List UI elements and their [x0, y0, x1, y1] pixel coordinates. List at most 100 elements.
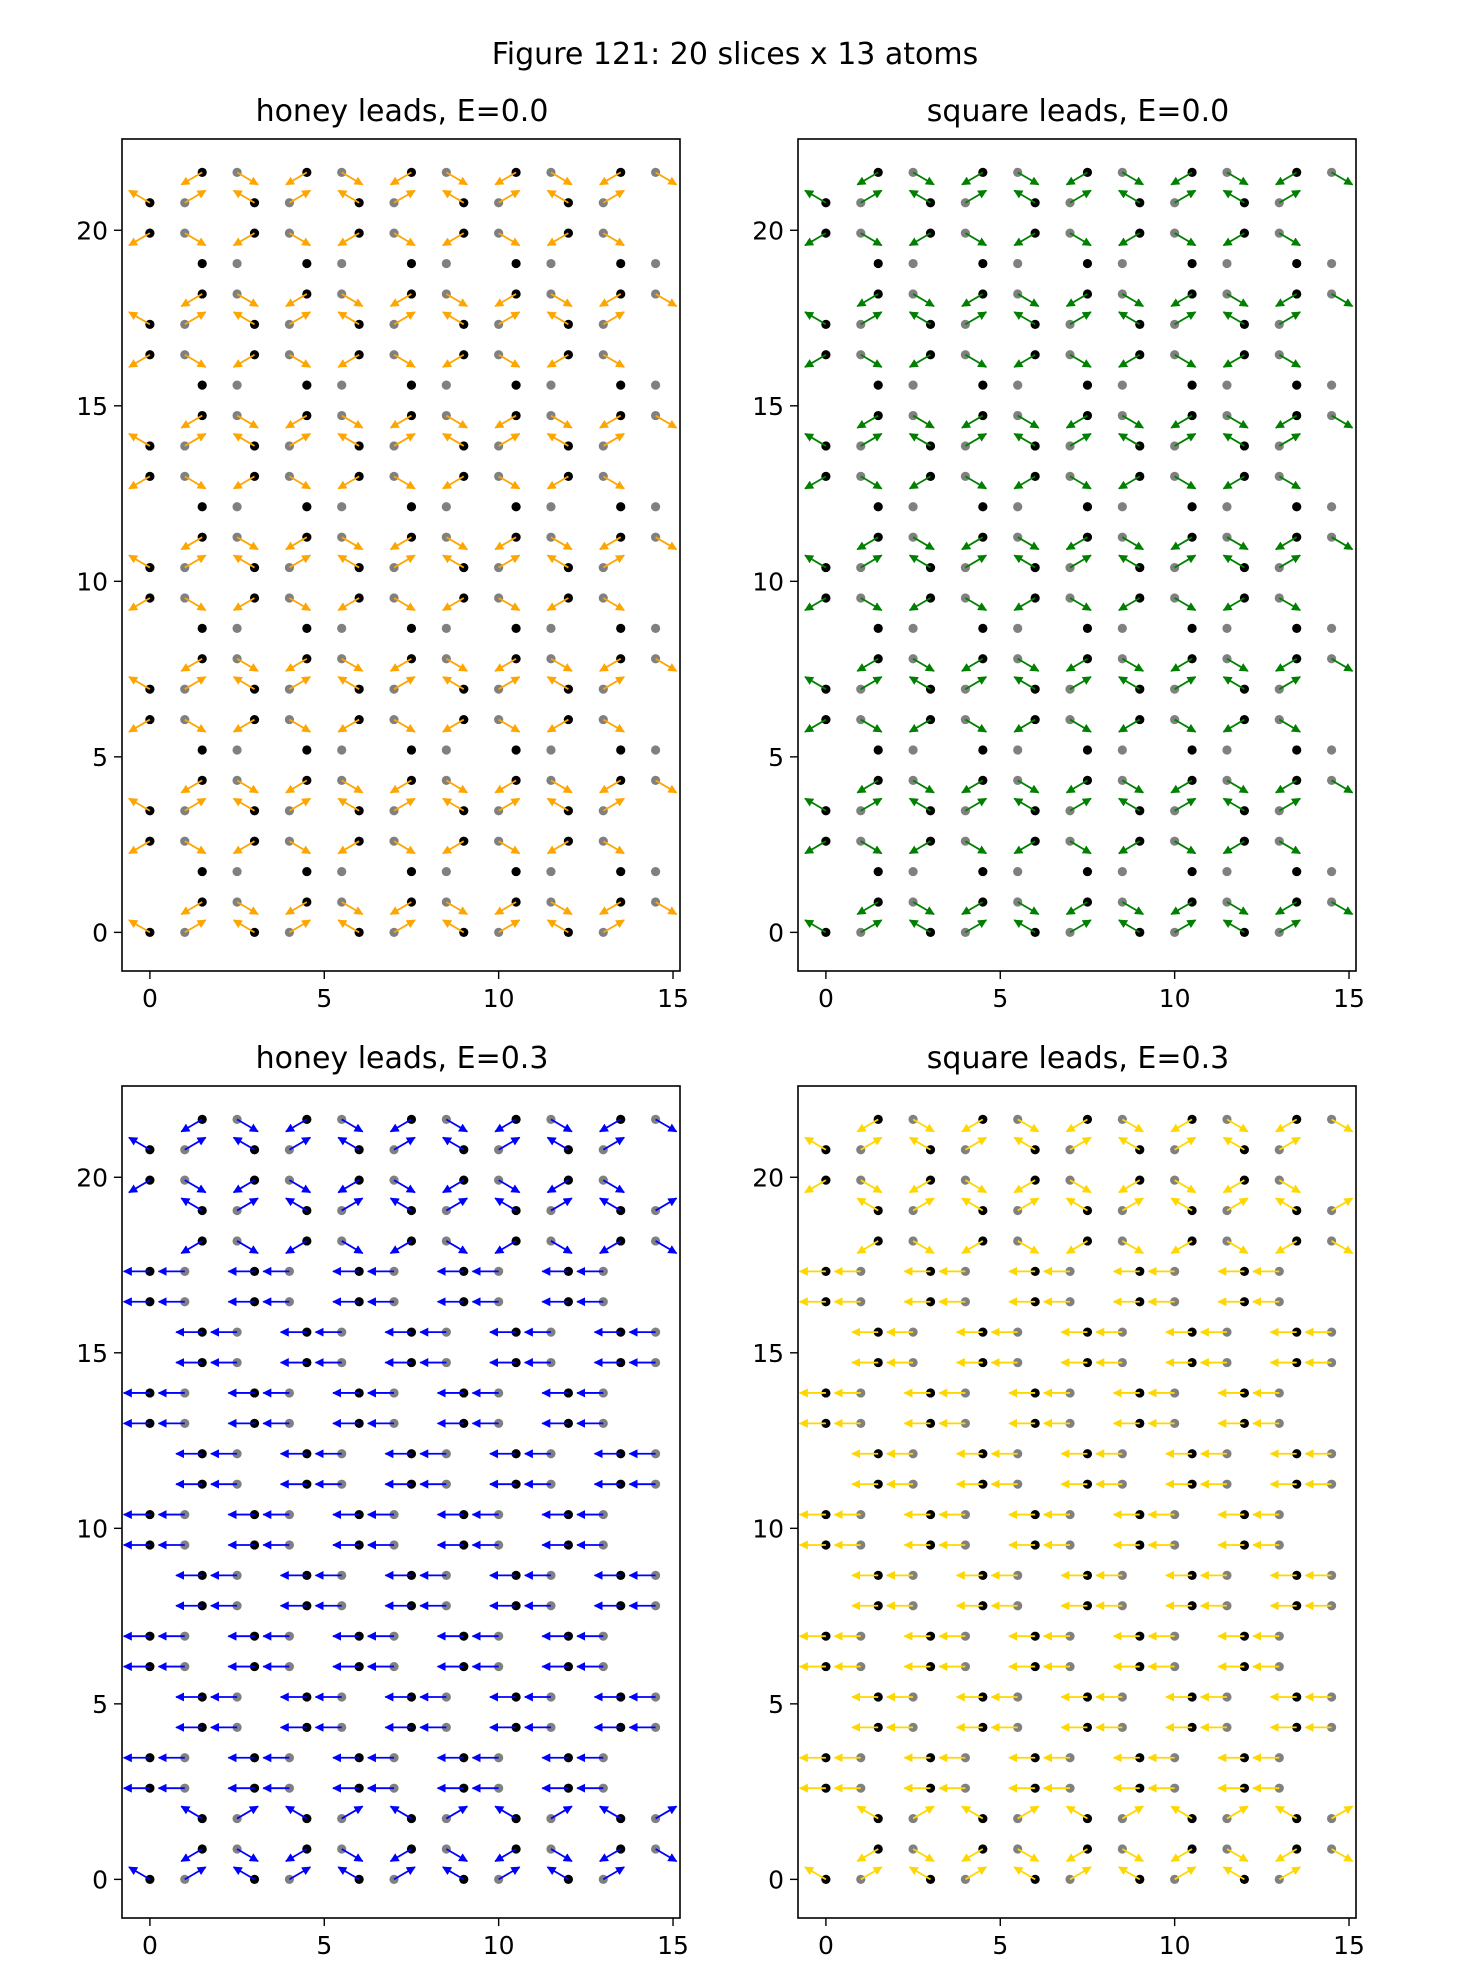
current-arrow: [856, 293, 879, 308]
current-arrow: [964, 189, 988, 204]
current-arrow: [1017, 657, 1040, 672]
current-arrow: [655, 536, 678, 551]
atom-point: [1187, 258, 1197, 269]
y-tick-label: 5: [768, 743, 784, 772]
atom-point: [616, 502, 626, 512]
current-arrow: [1069, 919, 1092, 934]
atom-point: [873, 258, 883, 269]
current-arrow: [1331, 901, 1354, 916]
current-arrow: [1278, 919, 1301, 934]
current-arrow: [860, 475, 883, 490]
current-arrow: [285, 171, 308, 186]
current-arrow: [1174, 1179, 1197, 1194]
current-arrow: [1118, 189, 1141, 204]
atom-point: [616, 380, 626, 390]
current-arrow: [184, 797, 207, 812]
current-arrow: [285, 779, 308, 794]
current-arrow: [494, 779, 517, 794]
atom-point: [1030, 927, 1040, 937]
atom-point: [511, 258, 521, 269]
current-arrow: [232, 432, 255, 447]
current-arrow: [232, 1179, 255, 1194]
current-arrow: [1118, 475, 1141, 490]
atom-point: [1082, 380, 1093, 390]
current-arrow: [804, 189, 827, 204]
atom-point: [494, 228, 504, 238]
current-arrow: [341, 536, 364, 551]
current-arrow: [1331, 1118, 1354, 1133]
current-arrow: [1275, 293, 1298, 308]
current-arrow: [912, 779, 935, 794]
axis-ticks: 0 5 10 15 20 0 5 10 15: [752, 216, 1365, 1013]
current-arrow: [1275, 901, 1298, 916]
current-arrow: [1174, 676, 1197, 690]
current-arrow: [337, 676, 360, 690]
current-arrow: [184, 718, 207, 733]
current-arrow: [1069, 232, 1092, 247]
current-arrow: [1331, 536, 1354, 551]
atom-point: [1082, 866, 1093, 877]
current-arrow: [1121, 1197, 1145, 1212]
current-arrow: [389, 536, 412, 551]
current-arrow: [1069, 189, 1092, 204]
atom-point: [908, 380, 918, 390]
atom-point: [821, 684, 831, 694]
y-tick-label: 0: [768, 918, 784, 947]
current-arrow: [442, 432, 465, 447]
current-arrow: [1170, 1240, 1193, 1255]
current-arrow: [445, 1848, 469, 1863]
current-arrow: [804, 1136, 827, 1151]
current-arrow: [288, 1136, 312, 1151]
atom-point: [563, 927, 574, 937]
current-arrow: [1174, 797, 1197, 812]
current-arrow: [1118, 597, 1141, 612]
current-arrow: [1174, 475, 1197, 490]
atom-point: [546, 380, 556, 390]
current-arrow: [908, 718, 931, 733]
atom-point: [1135, 927, 1145, 937]
current-arrow: [1118, 797, 1141, 812]
current-arrow: [1275, 1197, 1298, 1212]
atom-point: [232, 380, 242, 390]
current-arrow: [1069, 718, 1092, 733]
current-arrow: [1069, 1179, 1092, 1194]
atom-point: [616, 866, 626, 877]
atom-point: [978, 502, 988, 512]
current-arrow: [550, 1118, 573, 1133]
atom-point: [337, 502, 347, 512]
plot-area: [804, 167, 1354, 937]
current-arrow: [1331, 1848, 1354, 1863]
atom-point: [249, 684, 260, 694]
current-arrow: [337, 1136, 360, 1151]
current-arrow: [655, 1805, 678, 1820]
current-arrow: [961, 1240, 984, 1255]
current-arrow: [288, 797, 312, 812]
current-arrow: [128, 718, 151, 733]
atom-point: [1117, 167, 1127, 177]
current-arrow: [232, 232, 255, 247]
current-arrow: [856, 536, 879, 551]
current-arrow: [341, 414, 364, 429]
atom-point: [145, 228, 155, 238]
current-arrow: [1226, 293, 1249, 308]
current-arrow: [1013, 554, 1036, 569]
current-arrow: [1118, 919, 1141, 934]
current-arrow: [908, 597, 931, 612]
current-arrow: [393, 919, 416, 934]
current-arrow: [1222, 718, 1245, 733]
current-arrow: [389, 171, 412, 186]
current-arrow: [180, 1240, 203, 1255]
current-arrow: [1174, 1136, 1197, 1151]
current-arrow: [908, 189, 931, 204]
atom-point: [302, 502, 312, 512]
current-arrow: [860, 718, 883, 733]
current-arrow: [1331, 293, 1354, 308]
current-arrow: [285, 536, 308, 551]
current-arrow: [1222, 840, 1245, 855]
current-arrow: [285, 1240, 308, 1255]
current-arrow: [860, 189, 883, 204]
current-arrow: [804, 1866, 827, 1881]
current-arrow: [236, 536, 259, 551]
current-arrow: [1222, 1136, 1245, 1151]
atom-point: [1292, 623, 1302, 633]
